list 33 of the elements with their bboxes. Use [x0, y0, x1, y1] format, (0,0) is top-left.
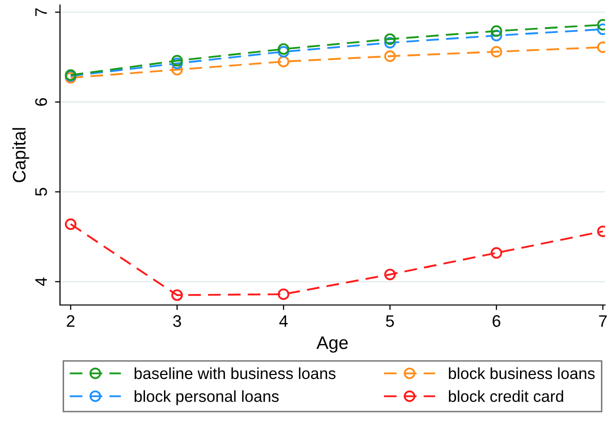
- x-tick-label: 6: [492, 315, 500, 327]
- y-tick-label: 5: [35, 188, 47, 196]
- point: [490, 46, 502, 58]
- y-tick-label: 6: [35, 98, 47, 106]
- point: [384, 33, 396, 45]
- legend-label: block personal loans: [134, 390, 279, 406]
- legend-label: block credit card: [448, 390, 564, 402]
- x-tick-label: 3: [173, 315, 181, 327]
- x-tick-label: 5: [386, 315, 394, 327]
- x-tick-label: 2: [66, 315, 74, 327]
- point: [171, 64, 183, 76]
- point: [490, 247, 502, 259]
- legend-label: baseline with business loans: [134, 367, 336, 380]
- point: [384, 268, 396, 280]
- y-axis-title: Capital: [12, 128, 30, 182]
- point: [384, 36, 396, 48]
- point: [171, 289, 183, 301]
- point: [490, 30, 502, 42]
- y-tick-label: 7: [35, 8, 47, 16]
- y-tick-label: 4: [35, 278, 47, 286]
- point: [278, 43, 290, 55]
- point: [64, 218, 76, 230]
- point: [171, 54, 183, 66]
- x-axis-title: Age: [316, 336, 348, 353]
- point: [171, 58, 183, 70]
- point: [278, 288, 290, 300]
- legend-label: block business loans: [448, 367, 595, 380]
- x-tick-label: 4: [279, 315, 288, 327]
- point: [384, 50, 396, 62]
- point: [490, 25, 502, 37]
- point: [278, 46, 290, 58]
- point: [278, 56, 290, 68]
- x-tick-label: 7: [599, 315, 607, 327]
